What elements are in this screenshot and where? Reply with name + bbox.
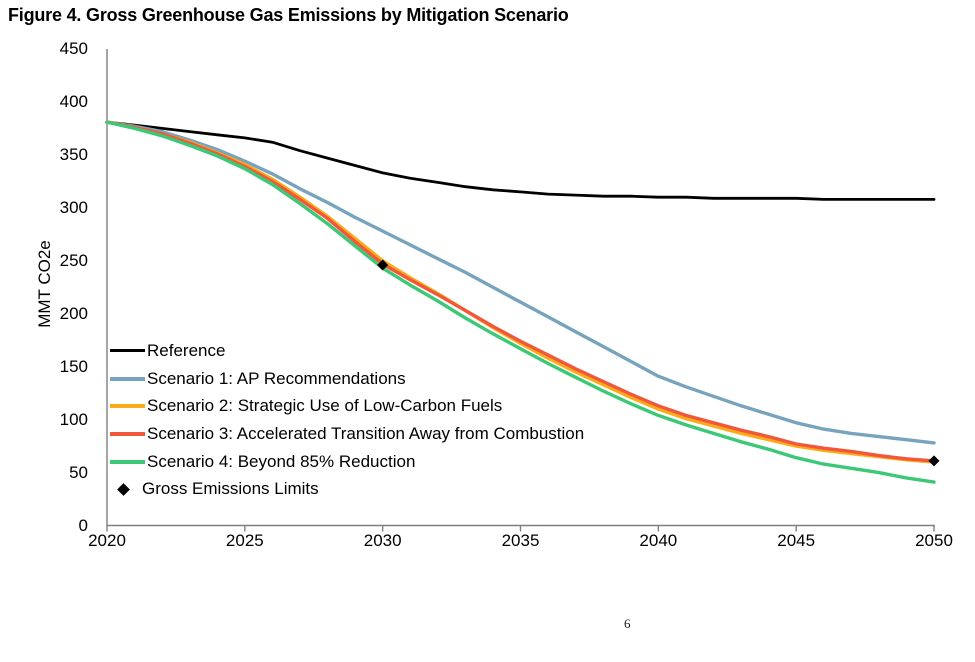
y-tick-label-200: 200 [59, 303, 88, 323]
x-tick-label-2035: 2035 [501, 531, 540, 550]
legend-label: Gross Emissions Limits [142, 479, 319, 499]
legend-line-swatch [110, 349, 145, 353]
gross-emissions-limit-marker-2050 [928, 455, 940, 467]
y-tick-label-50: 50 [69, 462, 88, 482]
legend-line-swatch [110, 404, 145, 409]
x-tick-label-2025: 2025 [225, 531, 264, 550]
y-tick-label-350: 350 [59, 144, 88, 164]
x-tick-label-2045: 2045 [777, 531, 816, 550]
chart-legend: Reference Scenario 1: AP Recommendations S… [110, 337, 584, 503]
legend-label: Reference [147, 340, 226, 360]
y-tick-label-450: 450 [59, 39, 88, 58]
legend-item-scenario-1: Scenario 1: AP Recommendations [110, 365, 584, 393]
legend-item-reference: Reference [110, 337, 584, 365]
series-line-scenario-4 [105, 120, 936, 484]
legend-item-scenario-2: Scenario 2: Strategic Use of Low-Carbon … [110, 392, 584, 420]
series-line-scenario-1 [105, 120, 936, 445]
legend-line-swatch [110, 459, 145, 464]
legend-item-scenario-3: Scenario 3: Accelerated Transition Away … [110, 420, 584, 448]
series-line-scenario-3 [105, 120, 936, 463]
diamond-marker-icon [117, 482, 130, 496]
legend-label: Scenario 4: Beyond 85% Reduction [147, 451, 416, 471]
x-tick-label-2030: 2030 [363, 531, 402, 550]
y-axis-title: MMT CO2e [35, 240, 54, 328]
legend-item-gross-emissions-limits: Gross Emissions Limits [110, 475, 584, 503]
x-tick-label-2020: 2020 [88, 531, 126, 550]
legend-line-swatch [110, 431, 145, 436]
x-tick-label-2040: 2040 [639, 531, 678, 550]
legend-line-swatch [110, 376, 145, 381]
legend-item-scenario-4: Scenario 4: Beyond 85% Reduction [110, 448, 584, 476]
gross-emissions-limit-marker-2030 [377, 259, 389, 271]
series-line-reference [105, 120, 936, 201]
y-tick-label-0: 0 [78, 515, 88, 535]
y-tick-label-100: 100 [59, 409, 88, 429]
y-tick-label-400: 400 [59, 91, 88, 111]
legend-label: Scenario 2: Strategic Use of Low-Carbon … [147, 396, 503, 416]
figure-title: Figure 4. Gross Greenhouse Gas Emissions… [8, 5, 569, 25]
legend-label: Scenario 3: Accelerated Transition Away … [147, 423, 585, 443]
x-tick-label-2050: 2050 [915, 531, 953, 550]
legend-label: Scenario 1: AP Recommendations [147, 368, 406, 388]
page-number: 6 [624, 616, 631, 631]
y-tick-label-250: 250 [59, 250, 88, 270]
series-line-scenario-2 [105, 120, 936, 464]
y-tick-label-300: 300 [59, 197, 88, 217]
y-tick-label-150: 150 [59, 356, 88, 376]
